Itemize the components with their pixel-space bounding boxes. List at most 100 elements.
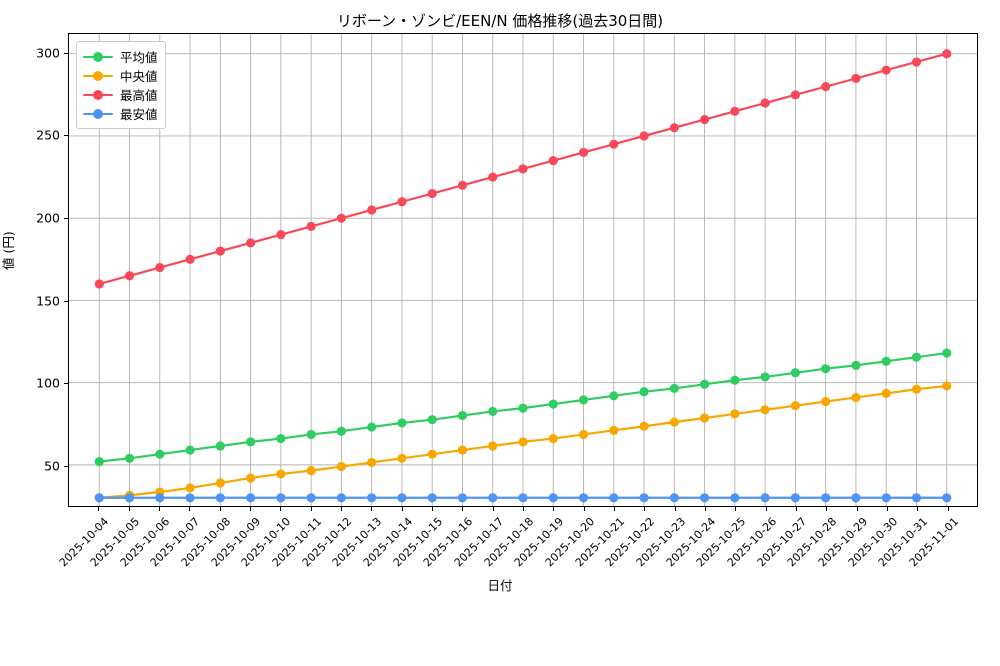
data-point: [821, 396, 831, 407]
chart-title: リボーン・ゾンビ/EEN/N 価格推移(過去30日間): [336, 12, 664, 30]
data-point: [700, 114, 710, 125]
data-point: [124, 493, 135, 503]
data-point: [578, 493, 589, 503]
data-point: [851, 360, 861, 370]
y-tick-label: 300: [36, 45, 60, 61]
data-point: [790, 401, 800, 411]
legend-label: 中央値: [120, 69, 158, 84]
legend-label: 最安値: [120, 107, 158, 122]
data-point: [367, 422, 377, 432]
data-point: [548, 156, 558, 166]
x-tick-mark: [583, 507, 585, 511]
data-point: [730, 106, 740, 116]
chart-figure: リボーン・ゾンビ/EEN/N 価格推移(過去30日間) 50 100 150 200 2…: [1, 12, 978, 593]
data-point: [669, 417, 679, 427]
data-point: [124, 271, 135, 281]
data-point: [790, 90, 800, 100]
data-point: [397, 418, 407, 428]
data-point: [821, 82, 831, 92]
y-tick-label: 100: [36, 375, 60, 391]
series-lines: [94, 49, 952, 503]
data-point: [488, 493, 498, 503]
data-point: [942, 493, 952, 503]
data-point: [700, 413, 710, 423]
x-tick-mark: [856, 507, 858, 511]
data-point: [306, 466, 316, 476]
y-tick-mark: [64, 217, 68, 219]
data-point: [185, 493, 195, 503]
data-point: [457, 180, 468, 190]
data-point: [367, 493, 377, 503]
data-point: [336, 426, 346, 436]
data-point: [397, 453, 407, 463]
data-point: [700, 379, 710, 389]
data-point: [457, 410, 468, 421]
y-tick-mark: [64, 52, 68, 54]
legend-item-0[interactable]: 平均値: [83, 47, 158, 66]
data-point: [881, 65, 891, 75]
data-point: [94, 457, 104, 467]
data-point: [548, 399, 558, 409]
data-point: [578, 429, 589, 440]
x-tick-mark: [280, 507, 282, 511]
x-tick-mark: [250, 507, 251, 511]
data-point: [518, 403, 528, 413]
data-point: [336, 213, 346, 223]
legend-item-1[interactable]: 中央値: [83, 66, 158, 85]
x-tick-mark: [98, 507, 100, 511]
x-tick-mark: [189, 507, 191, 511]
data-point: [578, 147, 589, 157]
data-point: [578, 395, 589, 405]
legend-item-2[interactable]: 最高値: [83, 85, 158, 104]
data-point: [427, 188, 437, 199]
legend-item-3[interactable]: 最安値: [83, 104, 158, 123]
data-point: [185, 254, 195, 264]
data-point: [155, 493, 165, 503]
data-point: [155, 449, 165, 459]
x-tick-mark: [523, 507, 524, 511]
data-point: [851, 73, 861, 83]
data-point: [397, 493, 407, 503]
data-point: [942, 348, 952, 358]
data-point: [518, 493, 528, 503]
data-point: [760, 372, 770, 382]
x-tick-mark: [735, 507, 737, 511]
data-point: [336, 461, 346, 472]
x-axis-label: 日付: [487, 578, 513, 593]
data-point: [124, 453, 135, 463]
data-point: [639, 131, 649, 141]
data-point: [609, 493, 619, 503]
legend-label: 平均値: [120, 50, 158, 65]
x-tick-mark: [219, 507, 221, 511]
data-point: [548, 493, 558, 503]
data-point: [851, 392, 861, 403]
y-tick-mark: [64, 135, 68, 137]
data-point: [548, 433, 558, 444]
data-point: [881, 493, 891, 503]
data-point: [730, 493, 740, 503]
y-tick-mark: [64, 465, 68, 467]
x-tick-mark: [462, 507, 464, 511]
data-point: [276, 493, 286, 503]
x-tick-mark: [826, 507, 828, 511]
data-point: [215, 493, 225, 503]
legend-marker-icon: [83, 69, 113, 83]
data-point: [700, 493, 710, 503]
data-point: [518, 164, 528, 174]
data-point: [790, 493, 800, 503]
x-tick-mark: [159, 507, 160, 511]
data-point: [881, 388, 891, 398]
data-point: [639, 493, 649, 503]
data-point: [760, 405, 770, 415]
data-point: [760, 98, 770, 108]
data-point: [155, 262, 165, 273]
data-point: [911, 493, 922, 503]
data-point: [457, 445, 468, 455]
y-tick-label: 250: [36, 127, 60, 143]
data-point: [639, 421, 649, 431]
data-point: [911, 384, 922, 394]
data-point: [911, 352, 922, 362]
x-tick-mark: [644, 507, 646, 511]
x-tick-mark: [765, 507, 767, 511]
data-point: [821, 493, 831, 503]
